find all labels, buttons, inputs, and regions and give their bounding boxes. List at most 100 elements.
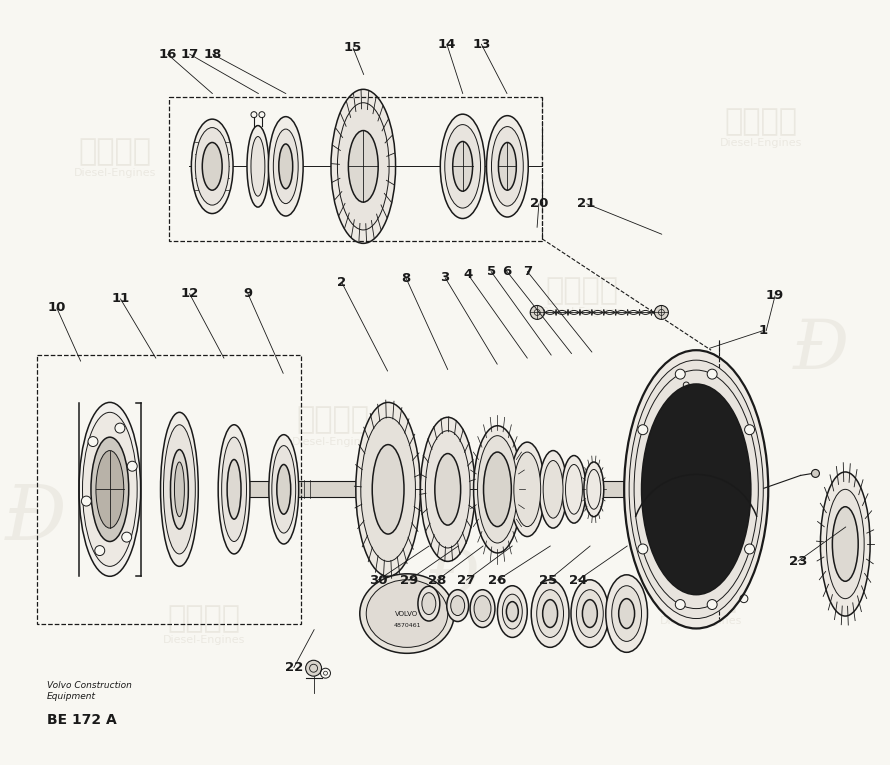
Circle shape <box>115 423 125 433</box>
Ellipse shape <box>619 599 635 629</box>
Ellipse shape <box>164 425 195 554</box>
Circle shape <box>305 660 321 676</box>
Text: 6: 6 <box>502 265 512 278</box>
Ellipse shape <box>79 402 141 576</box>
Ellipse shape <box>498 142 516 190</box>
Circle shape <box>122 532 132 542</box>
Ellipse shape <box>562 455 586 523</box>
Text: 16: 16 <box>158 47 176 60</box>
Ellipse shape <box>539 451 567 528</box>
Text: 24: 24 <box>569 574 587 587</box>
Ellipse shape <box>356 402 420 576</box>
Text: 10: 10 <box>47 301 66 314</box>
Ellipse shape <box>642 384 751 594</box>
Circle shape <box>638 544 648 554</box>
Text: 紫发动力: 紫发动力 <box>167 604 241 633</box>
Text: Volvo Construction
Equipment: Volvo Construction Equipment <box>47 681 132 701</box>
Text: 7: 7 <box>522 265 532 278</box>
Ellipse shape <box>96 451 124 528</box>
Text: 2: 2 <box>337 275 346 288</box>
Text: 5: 5 <box>487 265 496 278</box>
Ellipse shape <box>331 90 395 243</box>
Ellipse shape <box>624 350 768 629</box>
Bar <box>244 481 701 497</box>
Ellipse shape <box>279 144 293 189</box>
Text: 27: 27 <box>457 574 475 587</box>
Ellipse shape <box>174 462 184 516</box>
Ellipse shape <box>83 412 137 566</box>
Ellipse shape <box>629 360 764 619</box>
Ellipse shape <box>474 596 491 621</box>
Ellipse shape <box>506 601 518 621</box>
Ellipse shape <box>360 574 454 653</box>
Circle shape <box>708 600 717 610</box>
Text: 30: 30 <box>368 574 387 587</box>
Circle shape <box>95 545 105 555</box>
Ellipse shape <box>418 586 440 621</box>
Ellipse shape <box>498 586 527 637</box>
Ellipse shape <box>584 462 603 516</box>
Circle shape <box>638 425 648 435</box>
Ellipse shape <box>502 594 522 629</box>
Text: 17: 17 <box>181 47 198 60</box>
Text: 29: 29 <box>400 574 418 587</box>
Ellipse shape <box>832 506 858 581</box>
Text: 11: 11 <box>111 292 130 305</box>
Text: Ð: Ð <box>425 546 480 611</box>
Ellipse shape <box>435 454 461 525</box>
Circle shape <box>654 305 668 320</box>
Ellipse shape <box>425 431 470 548</box>
Text: Ð: Ð <box>792 317 848 383</box>
Text: Diesel-Engines: Diesel-Engines <box>541 308 623 317</box>
Text: 28: 28 <box>428 574 446 587</box>
Text: 18: 18 <box>203 47 222 60</box>
Ellipse shape <box>202 142 222 190</box>
Ellipse shape <box>441 114 485 219</box>
Circle shape <box>676 369 685 379</box>
Circle shape <box>88 437 98 447</box>
Ellipse shape <box>222 437 247 542</box>
Ellipse shape <box>531 580 569 647</box>
Text: 9: 9 <box>243 287 253 300</box>
Text: 12: 12 <box>181 287 198 300</box>
Ellipse shape <box>269 116 303 216</box>
Text: Diesel-Engines: Diesel-Engines <box>292 437 375 447</box>
Ellipse shape <box>195 128 229 205</box>
Ellipse shape <box>269 435 299 544</box>
Bar <box>169 97 542 241</box>
Ellipse shape <box>160 412 198 566</box>
Circle shape <box>127 461 137 471</box>
Ellipse shape <box>251 136 265 196</box>
Text: Ð: Ð <box>4 482 66 556</box>
Ellipse shape <box>447 590 469 621</box>
Ellipse shape <box>247 125 269 207</box>
Ellipse shape <box>422 593 436 614</box>
Ellipse shape <box>273 129 298 203</box>
Text: Diesel-Engines: Diesel-Engines <box>74 168 156 178</box>
Ellipse shape <box>473 426 522 553</box>
Text: 20: 20 <box>530 197 548 210</box>
Ellipse shape <box>510 442 545 536</box>
Circle shape <box>745 425 755 435</box>
Text: 26: 26 <box>488 574 506 587</box>
Ellipse shape <box>483 452 512 526</box>
Ellipse shape <box>360 417 416 562</box>
Text: 紫发动力: 紫发动力 <box>78 137 151 166</box>
Text: 25: 25 <box>539 574 558 587</box>
Ellipse shape <box>453 142 473 191</box>
Ellipse shape <box>478 436 517 543</box>
Ellipse shape <box>271 445 295 533</box>
Ellipse shape <box>171 450 189 529</box>
Text: 14: 14 <box>438 37 456 50</box>
Text: 4870461: 4870461 <box>393 623 421 628</box>
Ellipse shape <box>821 472 870 616</box>
Text: BE 172 A: BE 172 A <box>47 713 117 727</box>
Text: 紫发动力: 紫发动力 <box>724 107 797 136</box>
Text: 3: 3 <box>441 271 449 284</box>
Ellipse shape <box>337 103 389 230</box>
Ellipse shape <box>277 464 291 514</box>
Ellipse shape <box>470 590 495 627</box>
Ellipse shape <box>420 417 475 562</box>
Text: 19: 19 <box>766 289 784 302</box>
Ellipse shape <box>582 600 597 627</box>
